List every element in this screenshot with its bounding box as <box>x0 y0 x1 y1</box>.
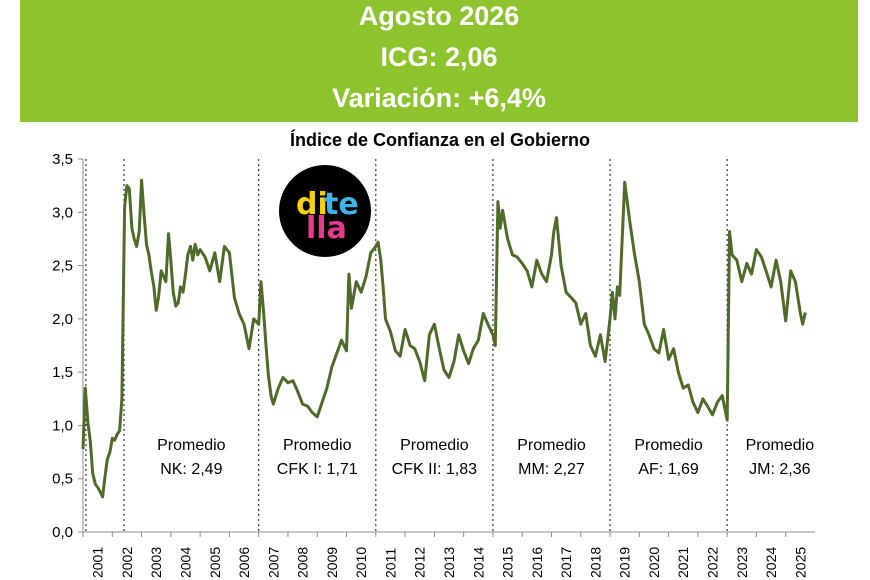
x-tick-label: 2014 <box>470 547 486 578</box>
x-tick-label: 2004 <box>177 547 193 578</box>
x-tick-label: 2003 <box>148 547 164 578</box>
x-tick-label: 2015 <box>500 547 516 578</box>
x-tick-label: 2005 <box>207 547 223 578</box>
period-averages: Promedio NK: 2,49 Promedio CFK I: 1,71 Prome… <box>157 437 814 478</box>
header-icg-value: ICG: 2,06 <box>380 42 498 72</box>
x-tick-label: 2017 <box>558 547 574 578</box>
period-average-value: CFK I: 1,71 <box>277 461 358 478</box>
period-average-label: Promedio <box>400 437 469 454</box>
y-tick-label: 1,5 <box>52 364 73 381</box>
x-tick-label: 2020 <box>646 547 662 578</box>
period-average-value: CFK II: 1,83 <box>392 461 477 478</box>
x-tick-label: 2009 <box>324 547 340 578</box>
y-tick-label: 1,0 <box>52 417 73 434</box>
y-tick-label: 2,5 <box>52 258 73 275</box>
logo-letters-lla: lla <box>306 211 347 246</box>
x-tick-label: 2006 <box>236 547 252 578</box>
header-banner: Agosto 2026 ICG: 2,06 Variación: +6,4% <box>20 0 858 122</box>
logo-letters-di: di <box>296 187 328 222</box>
x-tick-label: 2022 <box>705 547 721 578</box>
x-tick-label: 2021 <box>675 547 691 578</box>
y-tick-label: 0,0 <box>52 524 73 541</box>
ditella-logo: di te lla <box>279 165 371 257</box>
x-tick-label: 2002 <box>119 547 135 578</box>
period-average-value: AF: 1,69 <box>638 461 699 478</box>
icg-series-line <box>81 178 807 499</box>
x-tick-label: 2025 <box>792 547 808 578</box>
x-tick-label: 2007 <box>265 547 281 578</box>
x-tick-label: 2012 <box>412 547 428 578</box>
x-tick-label: 2019 <box>617 547 633 578</box>
y-tick-label: 3,5 <box>52 151 73 168</box>
period-average-value: MM: 2,27 <box>518 461 585 478</box>
x-tick-label: 2013 <box>441 547 457 578</box>
y-tick-label: 2,0 <box>52 311 73 328</box>
x-tick-label: 2016 <box>529 547 545 578</box>
y-tick-label: 0,5 <box>52 471 73 488</box>
x-tick-label: 2010 <box>353 547 369 578</box>
x-tick-label: 2023 <box>734 547 750 578</box>
period-average-label: Promedio <box>283 437 352 454</box>
axes: 0,0 0,5 1,0 1,5 2,0 2,5 3,0 3,5 2001 2002 2003 2004… <box>52 151 815 578</box>
period-average-label: Promedio <box>634 437 703 454</box>
header-variation: Variación: +6,4% <box>332 83 546 113</box>
x-tick-label: 2011 <box>382 548 398 578</box>
x-tick-label: 2001 <box>90 547 106 578</box>
period-average-value: JM: 2,36 <box>749 461 810 478</box>
chart-title: Índice de Confianza en el Gobierno <box>290 129 590 150</box>
x-tick-label: 2024 <box>763 547 779 578</box>
period-average-label: Promedio <box>746 437 815 454</box>
period-average-label: Promedio <box>517 437 586 454</box>
logo-letters-te: te <box>324 187 359 222</box>
x-tick-label: 2018 <box>587 547 603 578</box>
period-average-label: Promedio <box>157 437 226 454</box>
header-date: Agosto 2026 <box>358 1 520 31</box>
period-average-value: NK: 2,49 <box>160 461 222 478</box>
logo-circle <box>279 165 371 257</box>
y-tick-label: 3,0 <box>52 204 73 221</box>
x-tick-label: 2008 <box>295 547 311 578</box>
